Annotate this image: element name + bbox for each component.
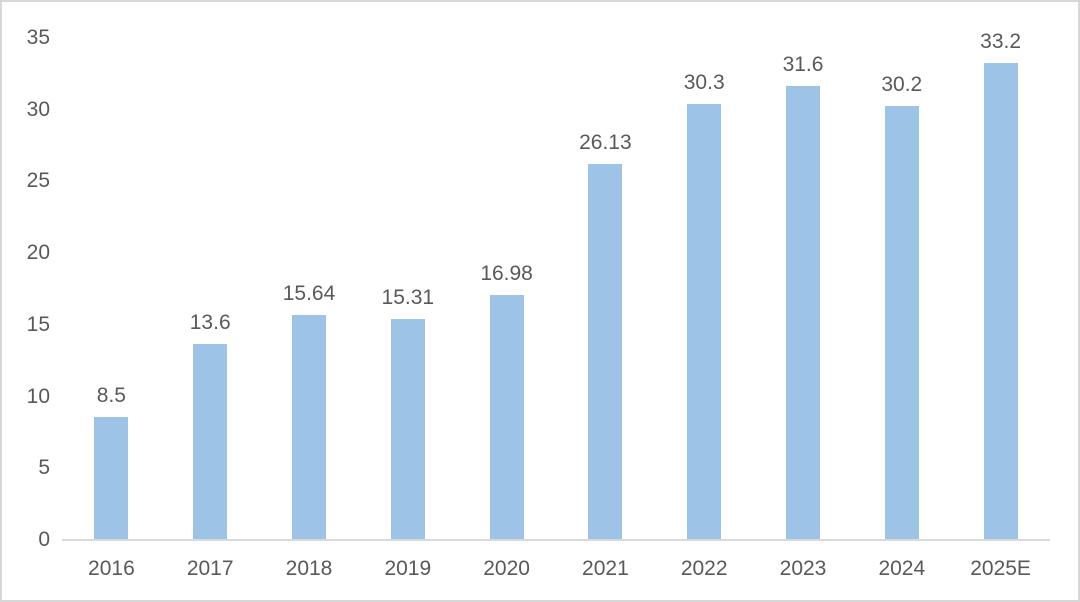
y-tick-label: 25 bbox=[26, 169, 50, 193]
bar-value-label: 8.5 bbox=[96, 384, 126, 408]
bar-value-label: 15.31 bbox=[381, 286, 435, 310]
x-tick-label: 2019 bbox=[384, 557, 432, 580]
y-tick-label: 15 bbox=[26, 312, 50, 336]
x-tick-label: 2023 bbox=[779, 557, 827, 580]
bar-2025E bbox=[983, 62, 1018, 539]
x-tick-label: 2016 bbox=[88, 557, 135, 580]
bar-value-label: 30.3 bbox=[683, 71, 725, 95]
bar-value-label: 15.64 bbox=[282, 281, 336, 305]
x-tick-label: 2025E bbox=[970, 557, 1031, 580]
bar-2020 bbox=[489, 295, 524, 539]
y-tick-label: 20 bbox=[26, 241, 50, 265]
bar-value-label: 33.2 bbox=[980, 29, 1022, 53]
x-axis-line bbox=[62, 539, 1050, 541]
bar-value-label: 26.13 bbox=[579, 131, 632, 155]
y-tick-label: 0 bbox=[38, 528, 50, 551]
bar-2023 bbox=[786, 85, 820, 539]
bar-value-label: 30.2 bbox=[881, 72, 923, 96]
bar-value-label: 16.98 bbox=[480, 262, 533, 286]
bar-2019 bbox=[390, 319, 425, 539]
bar-2024 bbox=[884, 105, 919, 539]
x-tick-label: 2017 bbox=[186, 557, 234, 580]
bar-2022 bbox=[687, 104, 722, 539]
bar-2021 bbox=[588, 164, 623, 539]
y-tick-label: 30 bbox=[26, 97, 50, 121]
x-tick-label: 2022 bbox=[680, 557, 728, 580]
bar-2016 bbox=[94, 417, 129, 539]
bar-value-label: 13.6 bbox=[189, 310, 231, 334]
bar-2017 bbox=[193, 343, 228, 539]
y-tick-label: 10 bbox=[26, 384, 50, 408]
bar-value-label: 31.6 bbox=[782, 52, 824, 76]
bar-2018 bbox=[292, 314, 326, 539]
x-tick-label: 2020 bbox=[483, 557, 530, 580]
x-tick-label: 2024 bbox=[878, 557, 926, 580]
x-tick-label: 2018 bbox=[285, 557, 333, 580]
x-tick-label: 2021 bbox=[582, 557, 629, 580]
y-tick-label: 5 bbox=[38, 456, 50, 480]
y-tick-label: 35 bbox=[26, 26, 50, 49]
